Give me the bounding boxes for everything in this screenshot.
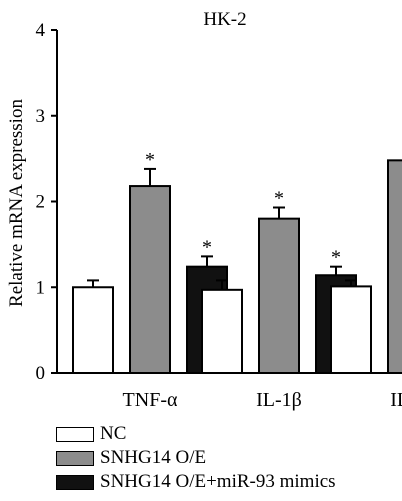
bar [258, 217, 300, 374]
y-tick-label: 1 [36, 277, 46, 298]
legend-swatch [56, 474, 94, 490]
legend: NC SNHG14 O/E SNHG14 O/E+miR-93 mimics [56, 422, 336, 494]
bar [72, 286, 114, 374]
significance-marker: * [331, 247, 341, 269]
legend-label: NC [100, 423, 127, 444]
significance-marker: * [145, 149, 155, 171]
legend-label: SNHG14 O/E+miR-93 mimics [100, 471, 336, 492]
y-tick-label: 3 [36, 106, 46, 127]
bar [201, 288, 243, 375]
legend-item: SNHG14 O/E+miR-93 mimics [56, 470, 336, 494]
y-tick-label: 2 [36, 192, 46, 213]
legend-label: SNHG14 O/E [100, 447, 207, 468]
y-axis-label: Relative mRNA expression [6, 99, 27, 307]
legend-swatch [56, 426, 94, 442]
bar [330, 285, 372, 374]
y-tick-label: 4 [36, 20, 46, 41]
y-tick-label: 0 [36, 363, 46, 384]
bar [129, 185, 171, 374]
x-tick-label: IL-6 [390, 389, 402, 411]
significance-marker: * [202, 236, 212, 258]
chart-title: HK-2 [203, 9, 246, 30]
bar-chart: HK-2 Relative mRNA expression 0 1 2 3 4 * * TNF… [6, 9, 402, 411]
bar [387, 159, 402, 374]
significance-marker: * [274, 188, 284, 210]
legend-item: SNHG14 O/E [56, 446, 336, 470]
x-tick-label: TNF-α [123, 389, 178, 411]
legend-item: NC [56, 422, 336, 446]
x-tick-label: IL-1β [256, 389, 302, 411]
legend-swatch [56, 450, 94, 466]
